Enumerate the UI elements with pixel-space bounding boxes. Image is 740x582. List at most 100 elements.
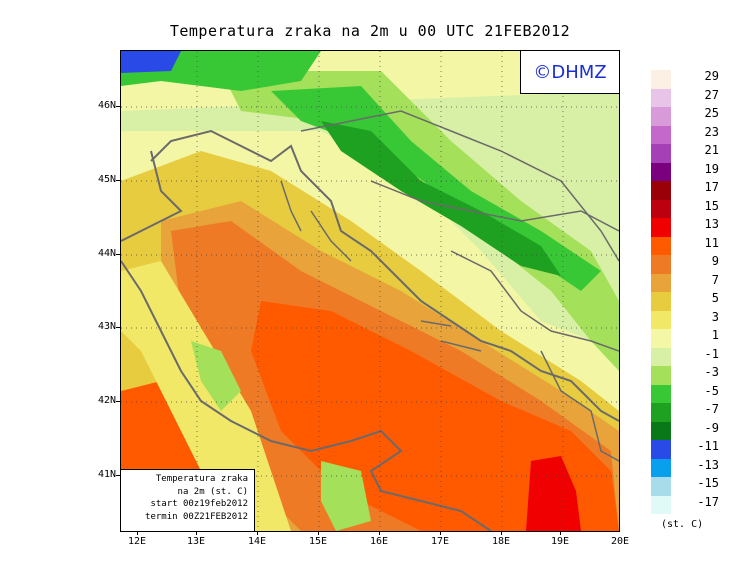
legend-label: 17 (704, 180, 719, 194)
lon-label: 19E (550, 536, 570, 547)
coastline-po (121, 150, 183, 242)
field-green (221, 71, 619, 371)
legend-label: -9 (704, 420, 719, 435)
border-south (540, 350, 619, 462)
field-alps-cold (121, 51, 181, 73)
legend-swatch (651, 292, 671, 311)
lon-tick (318, 531, 319, 535)
lat-tick (116, 475, 120, 476)
lon-tick (379, 531, 380, 535)
lat-tick (116, 106, 120, 107)
legend-swatch (651, 199, 671, 218)
legend-swatch (651, 458, 671, 477)
lon-label: 16E (369, 536, 389, 547)
lon-label: 12E (127, 536, 147, 547)
legend-swatch (651, 440, 671, 459)
lon-tick (257, 531, 258, 535)
lon-label: 13E (186, 536, 206, 547)
legend-swatch (651, 255, 671, 274)
temperature-field (121, 51, 619, 531)
lon-label: 20E (610, 536, 630, 547)
border-sava (370, 180, 619, 232)
legend-label: 13 (704, 217, 719, 231)
lon-label: 15E (308, 536, 328, 547)
border-north (300, 110, 619, 262)
legend-label: -17 (697, 494, 719, 509)
lon-tick (440, 531, 441, 535)
lat-label: 45N (97, 174, 116, 185)
legend-label: 3 (711, 309, 719, 324)
lat-tick (116, 401, 120, 402)
lat-tick (116, 327, 120, 328)
island-korcula (440, 340, 482, 352)
lat-label: 43N (97, 321, 116, 332)
legend-label: -15 (697, 476, 719, 490)
field-light-green (121, 91, 619, 351)
field-gargano (321, 461, 371, 531)
temperature-map: ©DHMZ Temperatura zraka na 2m (st. C) st… (120, 50, 620, 532)
lon-label: 17E (430, 536, 450, 547)
info-line: start 00z19feb2012 (150, 499, 248, 509)
lat-label: 41N (97, 469, 116, 480)
legend-swatch (651, 181, 671, 200)
legend-label: -5 (704, 383, 719, 398)
field-dark-green (321, 121, 561, 276)
lon-tick (501, 531, 502, 535)
lat-tick (116, 180, 120, 181)
lon-tick (560, 531, 561, 535)
legend-label: 19 (704, 161, 719, 176)
legend-label: -1 (704, 346, 719, 361)
lat-label: 46N (97, 100, 116, 111)
legend-swatch (651, 88, 671, 107)
lon-tick (196, 531, 197, 535)
map-title: Temperatura zraka na 2m u 00 UTC 21FEB20… (169, 22, 571, 40)
legend-label: -3 (704, 365, 719, 379)
legend-swatch (651, 144, 671, 163)
lat-label: 44N (97, 248, 116, 259)
legend-swatch (651, 125, 671, 144)
legend-swatch (651, 495, 671, 514)
field-warm-core (526, 456, 581, 531)
coastline-adriatic-east (150, 129, 619, 422)
legend-swatch (651, 421, 671, 440)
legend-swatch (651, 273, 671, 292)
legend-label: 27 (704, 87, 719, 102)
legend-swatch (651, 236, 671, 255)
legend-label: -7 (704, 402, 719, 416)
legend-label: 29 (704, 69, 719, 83)
lat-tick (116, 254, 120, 255)
legend-swatch (651, 384, 671, 403)
info-box: Temperatura zraka na 2m (st. C) start 00… (121, 469, 255, 531)
info-line: Temperatura zraka (155, 474, 248, 484)
island-cres (280, 180, 302, 232)
legend-swatch (651, 162, 671, 181)
dhmz-logo: ©DHMZ (520, 51, 619, 94)
lon-tick (137, 531, 138, 535)
legend-swatch (651, 218, 671, 237)
legend-swatch (651, 70, 671, 89)
legend-swatch (651, 366, 671, 385)
legend-label: -11 (697, 439, 719, 453)
info-line: termin 00Z21FEB2012 (145, 511, 248, 522)
field-italy (121, 261, 291, 531)
lon-label: 14E (247, 536, 267, 547)
legend-label: -13 (697, 457, 719, 472)
legend-label: 7 (711, 272, 719, 287)
legend-label: 5 (711, 291, 719, 305)
graticule (121, 51, 619, 531)
island-brac (420, 320, 452, 327)
border-bosnia (450, 250, 619, 352)
legend-swatch (651, 347, 671, 366)
legend-swatch (651, 403, 671, 422)
legend-swatch (651, 107, 671, 126)
legend-label: 11 (704, 235, 719, 250)
legend-swatch (651, 329, 671, 348)
info-line: na 2m (st. C) (177, 486, 248, 497)
legend-label: 23 (704, 124, 719, 139)
legend-unit: (st. C) (661, 519, 704, 530)
legend-label: 25 (704, 106, 719, 120)
legend-label: 9 (711, 254, 719, 268)
lon-label: 18E (491, 536, 511, 547)
legend-swatch (651, 310, 671, 329)
field-apennines (191, 341, 241, 411)
